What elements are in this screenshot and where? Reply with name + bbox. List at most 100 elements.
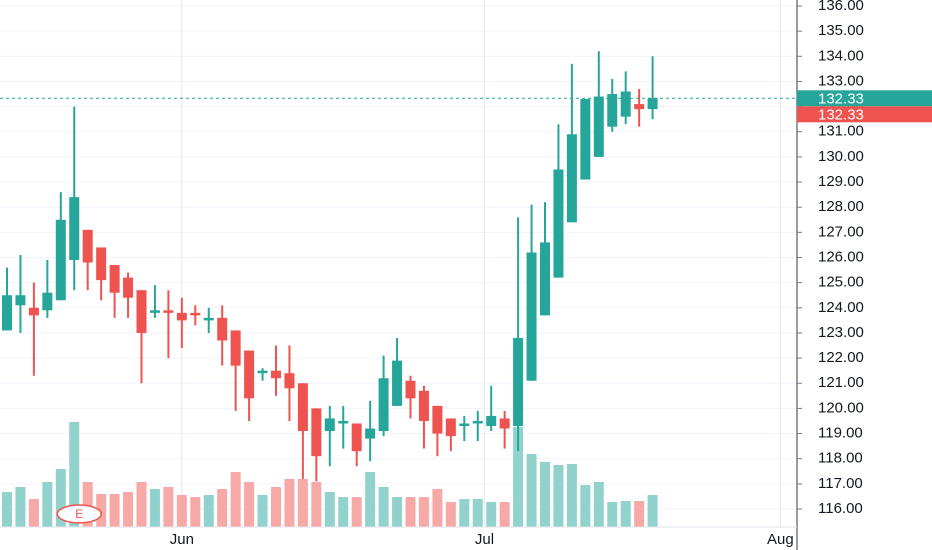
volume-bar: [580, 485, 591, 527]
event-marker-label: E: [75, 507, 83, 521]
price-label-box: [797, 106, 932, 123]
volume-bar: [82, 482, 93, 527]
y-tick-label: 122.00: [818, 349, 864, 366]
candle-body: [392, 360, 403, 406]
candle-body: [593, 96, 604, 157]
volume-bar: [203, 495, 214, 527]
volume-bar: [123, 492, 134, 527]
candle-body: [203, 317, 214, 321]
volume-bar: [163, 487, 174, 527]
candle-body: [28, 307, 39, 316]
candle-body: [271, 370, 281, 379]
volume-bar: [566, 464, 577, 527]
y-tick-label: 133.00: [818, 72, 864, 89]
candle-body: [459, 423, 470, 427]
volume-bar: [553, 465, 564, 527]
y-tick-label: 130.00: [818, 148, 864, 165]
volume-bar: [176, 495, 187, 527]
candle-body: [418, 390, 429, 421]
volume-bar: [2, 492, 12, 527]
volume-bar: [472, 499, 483, 527]
y-tick-label: 117.00: [818, 475, 863, 492]
volume-bar: [499, 502, 510, 527]
x-tick-label: Jun: [170, 531, 194, 548]
volume-bar: [513, 427, 524, 527]
volume-bar: [311, 482, 322, 527]
candle-body: [244, 350, 255, 399]
candle-body: [55, 219, 66, 301]
volume-bar: [432, 489, 443, 527]
volume-bar: [244, 482, 255, 527]
candle-body: [499, 418, 510, 429]
volume-bar: [28, 499, 39, 527]
candle-body: [472, 420, 483, 424]
volume-bar: [620, 501, 631, 527]
volume-bar: [230, 472, 241, 527]
volume-bar: [69, 422, 80, 527]
y-tick-label: 135.00: [818, 22, 864, 39]
volume-bar: [647, 495, 658, 527]
volume-bar: [351, 497, 362, 527]
candle-body: [217, 317, 228, 341]
volume-bar: [526, 454, 537, 527]
y-tick-label: 127.00: [818, 223, 864, 240]
candle-body: [405, 380, 416, 399]
y-tick-label: 136.00: [818, 0, 864, 14]
y-tick-label: 123.00: [818, 324, 864, 341]
y-tick-label: 118.00: [818, 450, 863, 467]
volume-bar: [392, 497, 403, 527]
candle-body: [69, 197, 80, 261]
volume-bar: [257, 495, 268, 527]
candle-body: [230, 330, 241, 366]
volume-bar: [324, 492, 335, 527]
y-tick-label: 121.00: [818, 374, 864, 391]
candle-body: [620, 91, 631, 117]
volume-bar: [540, 462, 550, 527]
candle-body: [163, 310, 174, 313]
price-label: 132.33: [818, 90, 864, 107]
candle-body: [432, 405, 443, 434]
y-tick-label: 126.00: [818, 248, 864, 265]
candle-body: [109, 265, 120, 293]
candle-body: [190, 312, 201, 316]
candle-body: [15, 295, 26, 306]
candle-body: [365, 428, 376, 439]
candle-body: [351, 423, 362, 452]
candle-body: [96, 247, 107, 281]
candle-body: [297, 383, 308, 432]
volume-bar: [365, 472, 376, 527]
candle-body: [2, 295, 12, 331]
volume-bar: [15, 487, 26, 527]
candle-body: [580, 99, 591, 180]
candle-body: [647, 98, 658, 110]
volume-bar: [109, 494, 120, 527]
price-label: 132.33: [818, 106, 864, 123]
event-marker: [56, 504, 102, 524]
candle-body: [136, 290, 147, 333]
candle-body: [526, 252, 537, 381]
volume-bar: [217, 489, 228, 527]
volume-bar: [338, 497, 349, 527]
volume-bar: [459, 499, 470, 527]
volume-bar: [136, 482, 147, 527]
candle-body: [540, 242, 550, 316]
candle-body: [378, 378, 389, 432]
volume-bar: [149, 489, 160, 527]
y-tick-label: 128.00: [818, 198, 864, 215]
volume-bar: [405, 497, 416, 527]
volume-bar: [190, 497, 201, 527]
y-tick-label: 116.00: [818, 500, 863, 517]
y-tick-label: 119.00: [818, 425, 863, 442]
candle-body: [486, 415, 497, 427]
candle-body: [123, 277, 134, 298]
y-tick-label: 125.00: [818, 274, 864, 291]
y-tick-label: 129.00: [818, 173, 864, 190]
volume-bar: [378, 487, 389, 527]
candle-body: [149, 310, 160, 313]
y-tick-label: 120.00: [818, 399, 864, 416]
candle-body: [445, 418, 456, 437]
candle-body: [607, 94, 618, 127]
candle-body: [513, 337, 524, 427]
x-tick-label: Aug: [767, 531, 794, 548]
